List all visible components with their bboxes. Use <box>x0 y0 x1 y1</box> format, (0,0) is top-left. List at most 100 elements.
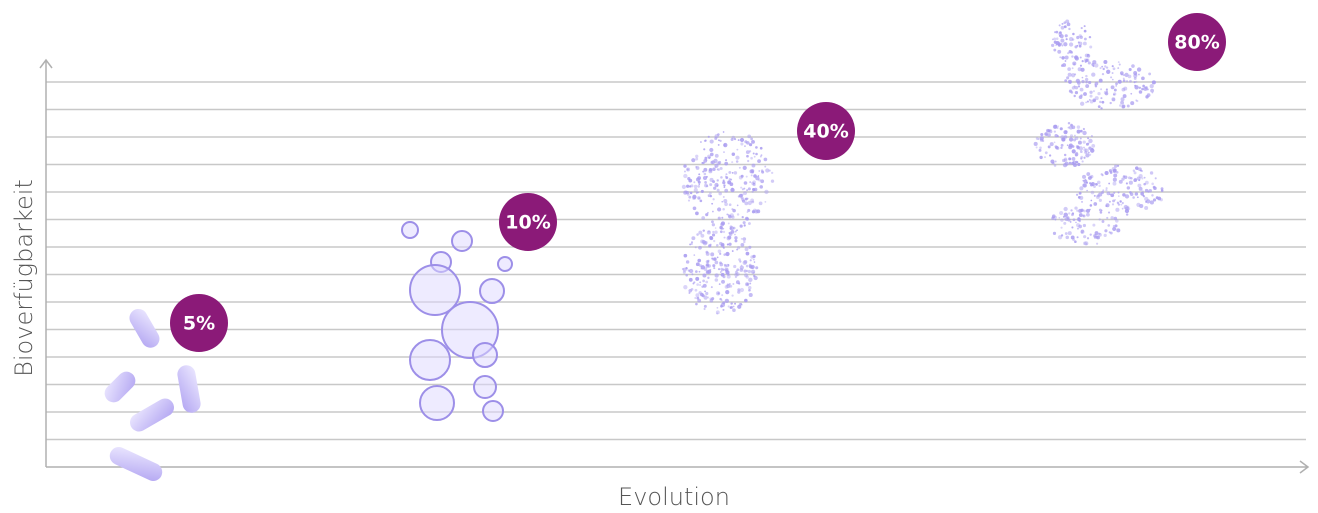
particle <box>746 154 749 158</box>
particle <box>1090 135 1093 138</box>
particles <box>681 19 1164 315</box>
particle <box>1069 221 1072 223</box>
particle <box>1075 193 1079 196</box>
particle <box>747 269 752 274</box>
particle <box>744 197 748 201</box>
particle <box>1133 171 1137 175</box>
particle <box>1035 146 1038 149</box>
particle <box>749 282 752 285</box>
particle <box>745 264 749 268</box>
particle <box>1071 149 1076 154</box>
particle <box>1138 90 1143 94</box>
particle <box>1082 214 1085 217</box>
particle <box>731 152 736 156</box>
particle <box>709 139 714 144</box>
particle <box>697 298 702 303</box>
particle <box>1080 231 1084 234</box>
particle <box>1083 146 1085 149</box>
particle <box>734 302 737 305</box>
particle <box>1136 168 1139 171</box>
particle <box>1086 189 1088 192</box>
particle <box>714 166 717 168</box>
particle <box>684 190 688 194</box>
particle <box>1098 198 1102 202</box>
particle <box>1076 227 1079 230</box>
particle <box>1059 42 1063 46</box>
particle <box>1108 200 1111 203</box>
particle <box>757 159 761 164</box>
particle <box>765 168 770 173</box>
particle <box>711 233 716 237</box>
particle <box>750 169 755 173</box>
particle <box>1111 167 1116 172</box>
particle <box>1076 145 1080 149</box>
particle <box>1104 170 1109 176</box>
particle <box>1138 186 1143 191</box>
particle <box>701 216 706 220</box>
particle <box>1080 101 1085 106</box>
particle <box>1040 132 1044 137</box>
particle <box>1110 216 1114 220</box>
badge <box>1168 13 1226 71</box>
particle <box>1120 100 1125 105</box>
particle <box>750 265 754 270</box>
particle <box>732 282 735 285</box>
particle <box>689 191 693 195</box>
particle <box>751 190 754 193</box>
particle <box>735 280 740 285</box>
capsule <box>109 446 163 482</box>
particle <box>1116 201 1120 205</box>
particle <box>1111 97 1116 102</box>
particle <box>1079 186 1084 191</box>
particle <box>1085 208 1090 213</box>
particle <box>1054 31 1057 34</box>
particle <box>713 257 717 261</box>
particle <box>1099 67 1102 70</box>
particle <box>1076 161 1079 164</box>
particle <box>1117 79 1122 84</box>
particle <box>721 294 724 297</box>
particle <box>720 269 723 272</box>
particle <box>1063 42 1068 47</box>
particle <box>751 210 756 214</box>
particle <box>758 201 763 206</box>
particle <box>686 192 690 196</box>
particle <box>683 253 688 258</box>
particle <box>749 181 752 184</box>
particle <box>687 177 691 181</box>
particle <box>1109 171 1113 174</box>
particle <box>720 272 725 277</box>
particle <box>722 131 725 133</box>
particle <box>705 213 709 217</box>
particle <box>1138 174 1143 179</box>
particle <box>718 191 722 196</box>
particle <box>759 146 763 150</box>
particle <box>739 137 745 143</box>
particle <box>1055 44 1057 47</box>
particle <box>1140 191 1145 196</box>
particle <box>714 227 717 229</box>
particle <box>1065 19 1070 24</box>
particle <box>686 168 689 171</box>
particle <box>693 181 696 184</box>
particle <box>1096 242 1099 245</box>
particle <box>1096 235 1100 240</box>
particle <box>1149 171 1154 175</box>
particle <box>1083 29 1087 33</box>
particle <box>723 184 726 187</box>
particle <box>747 200 752 206</box>
particle <box>1044 151 1048 155</box>
particle <box>1068 212 1071 215</box>
particle <box>1048 154 1052 157</box>
particle <box>1059 211 1064 216</box>
particle <box>1112 199 1115 203</box>
particle <box>725 270 730 275</box>
particle <box>1088 35 1092 39</box>
particle <box>745 175 748 178</box>
particle <box>1124 194 1130 199</box>
particle <box>1069 81 1072 84</box>
particle <box>1098 208 1102 212</box>
particle <box>725 251 730 257</box>
particle <box>690 184 694 188</box>
particle <box>716 168 719 171</box>
